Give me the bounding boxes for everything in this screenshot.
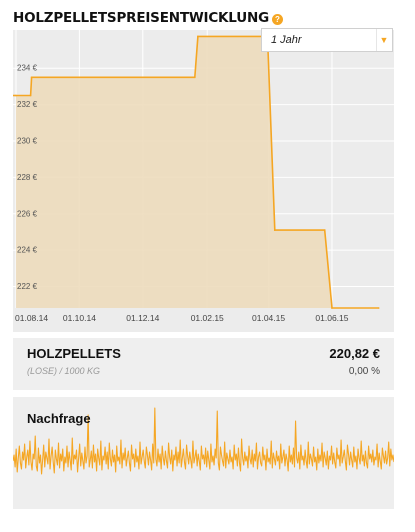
- price-line: [16, 35, 379, 309]
- price-point: [193, 76, 196, 79]
- price-chart: 222 € 224 € 226 € 228 € 230 € 232 € 234 € 01.08…: [13, 30, 394, 332]
- y-tick-label: 226 €: [17, 209, 38, 218]
- price-chart-svg: 222 € 224 € 226 € 228 € 230 € 232 € 234 € 01.08…: [13, 30, 394, 323]
- price-point: [30, 76, 33, 79]
- y-tick-label: 228 €: [17, 173, 38, 182]
- time-range-select[interactable]: 1 Jahr ▼: [261, 28, 393, 52]
- price-area: [16, 36, 379, 309]
- price-point: [273, 229, 276, 231]
- price-point: [197, 35, 199, 38]
- time-range-value: 1 Jahr: [271, 34, 302, 46]
- page-title: HOLZPELLETSPREISENTWICKLUNG: [13, 10, 269, 26]
- y-tick-label: 224 €: [17, 246, 38, 255]
- product-unit: (LOSE) / 1000 KG: [27, 366, 101, 376]
- y-tick-label: 222 €: [17, 282, 38, 291]
- y-tick-label: 234 €: [17, 64, 38, 73]
- x-tick-label: 01.02.15: [191, 313, 224, 323]
- demand-line: [13, 407, 394, 475]
- y-tick-label: 230 €: [17, 136, 38, 145]
- price-point: [15, 94, 17, 97]
- price-change: 0,00 %: [348, 366, 380, 377]
- y-tick-label: 232 €: [17, 100, 38, 109]
- x-tick-label: 01.04.15: [252, 313, 285, 323]
- price-point: [323, 229, 326, 231]
- x-tick-label: 01.10.14: [63, 313, 96, 323]
- help-icon[interactable]: ?: [271, 13, 283, 25]
- demand-title: Nachfrage: [27, 411, 91, 426]
- demand-chart: Nachfrage: [13, 397, 394, 509]
- current-price: 220,82 €: [329, 346, 380, 361]
- demand-chart-svg: [13, 407, 394, 475]
- price-point: [29, 94, 32, 97]
- price-summary-panel: HOLZPELLETS (LOSE) / 1000 KG 220,82 € 0,…: [13, 338, 394, 390]
- x-tick-label: 01.08.14: [15, 313, 48, 323]
- price-point: [331, 307, 333, 309]
- chevron-down-icon: ▼: [376, 29, 391, 51]
- chart-header: HOLZPELLETSPREISENTWICKLUNG ?: [13, 8, 283, 28]
- price-point: [377, 307, 380, 309]
- x-tick-label: 01.12.14: [126, 313, 159, 323]
- x-tick-label: 01.06.15: [315, 313, 348, 323]
- product-name: HOLZPELLETS: [27, 346, 121, 361]
